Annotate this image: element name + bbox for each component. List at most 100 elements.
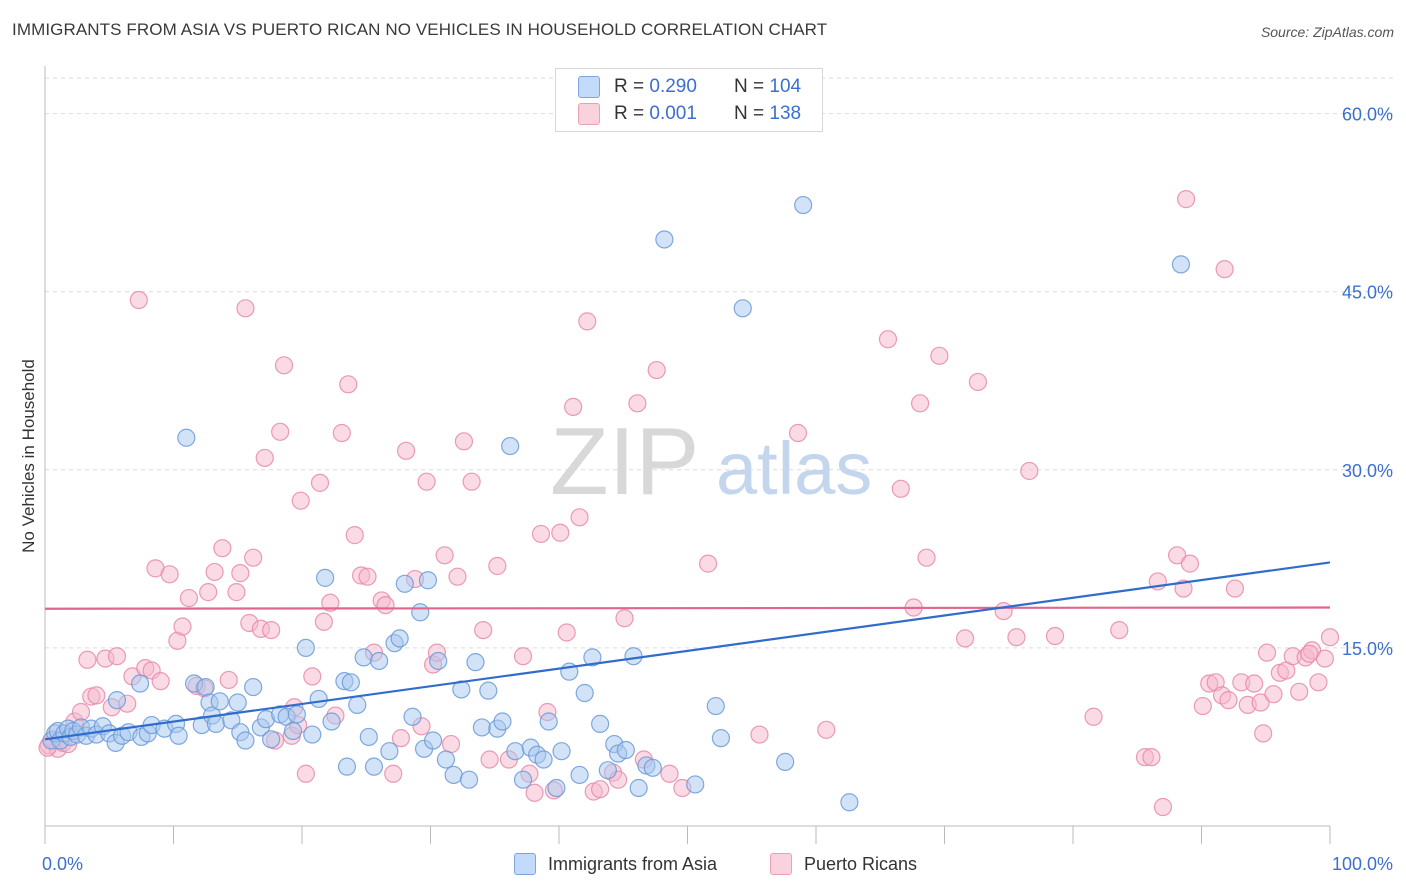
puerto-rican-point: [615, 609, 634, 628]
puerto-rican-point: [750, 725, 769, 744]
legend-n-label: N =: [734, 76, 765, 97]
trend-lines: [44, 561, 1331, 741]
asia-point: [616, 740, 635, 760]
asia-point: [583, 648, 602, 667]
puerto-rican-point: [788, 423, 808, 443]
puerto-rican-point: [151, 672, 170, 691]
asia-point: [534, 750, 553, 769]
asia-point: [341, 673, 360, 692]
asia-point: [501, 436, 520, 456]
puerto-rican-point: [358, 567, 377, 586]
puerto-rican-point: [435, 546, 454, 565]
watermark-zip: ZIP: [550, 408, 699, 515]
bottom-legend-label-asia: Immigrants from Asia: [548, 853, 718, 874]
y-tick-label: 60.0%: [1342, 105, 1393, 125]
puerto-rican-point: [1254, 724, 1273, 743]
legend-r-value-puerto-rican: 0.001: [649, 103, 697, 124]
x-tick-label: 100.0%: [1332, 854, 1393, 874]
asia-point: [711, 729, 731, 748]
puerto-rican-point: [570, 508, 589, 527]
legend-swatch-asia: [578, 76, 600, 98]
legend-n-value-asia: 104: [769, 76, 802, 97]
legend-n-label: N =: [734, 103, 765, 124]
puerto-rican-point: [391, 729, 411, 748]
asia-point: [283, 721, 303, 741]
chart-title: IMMIGRANTS FROM ASIA VS PUERTO RICAN NO …: [12, 20, 828, 39]
puerto-rican-point: [1193, 696, 1212, 716]
puerto-rican-point: [1315, 649, 1334, 668]
bottom-legend-swatch-asia: [514, 853, 536, 875]
puerto-rican-point: [878, 330, 898, 349]
asia-point: [348, 695, 367, 714]
puerto-rican-point: [647, 360, 666, 380]
puerto-rican-point: [817, 720, 836, 739]
asia-point: [130, 674, 150, 693]
puerto-rican-point: [332, 423, 351, 443]
puerto-rican-point: [910, 394, 930, 413]
puerto-rican-point: [557, 623, 576, 642]
puerto-rican-point: [448, 567, 467, 586]
puerto-rican-point: [262, 620, 281, 640]
asia-point: [539, 712, 558, 731]
legend-r-label: R =: [614, 76, 645, 97]
asia-point: [309, 689, 328, 709]
watermark: ZIP atlas: [550, 408, 872, 515]
asia-point: [776, 752, 795, 771]
puerto-rican-point: [71, 702, 91, 722]
puerto-rican-point: [1153, 797, 1173, 817]
puerto-rican-point: [968, 372, 988, 392]
asia-point: [287, 705, 306, 724]
asia-point: [262, 730, 281, 749]
asia-point: [733, 299, 752, 318]
y-tick-label: 15.0%: [1342, 639, 1393, 659]
puerto-rican-point: [339, 375, 358, 394]
asia-point: [436, 750, 456, 769]
asia-point: [547, 778, 566, 798]
puerto-rican-point: [244, 548, 263, 567]
asia-point: [359, 727, 378, 747]
puerto-rican-point: [314, 612, 333, 631]
puerto-rican-point: [199, 583, 218, 602]
asia-point: [598, 761, 617, 780]
asia-point: [706, 696, 725, 716]
puerto-rican-point: [205, 562, 224, 582]
puerto-rican-point: [376, 596, 395, 615]
puerto-rican-point: [660, 764, 679, 783]
legend-swatch-puerto-rican: [578, 103, 600, 125]
asia-point: [390, 629, 409, 648]
asia-point: [169, 726, 188, 745]
puerto-rican-point: [930, 346, 949, 365]
asia-point: [244, 677, 263, 697]
asia-point: [322, 712, 341, 731]
puerto-rican-point: [310, 473, 330, 492]
correlation-legend: R = 0.290 N = 104 R = 0.001 N = 138: [555, 68, 823, 132]
puerto-rican-point: [1257, 643, 1277, 662]
asia-point: [479, 681, 498, 700]
puerto-rican-point: [1290, 682, 1309, 701]
axes: [44, 66, 1331, 844]
puerto-rican-point: [591, 780, 610, 799]
puerto-rican-point: [1142, 748, 1161, 767]
asia-point: [629, 778, 648, 798]
puerto-rican-point: [1225, 579, 1245, 598]
asia-point: [591, 714, 610, 733]
puerto-rican-point: [1167, 546, 1187, 565]
asia-point: [794, 195, 813, 215]
puerto-rican-point: [698, 554, 718, 573]
asia-point: [177, 428, 196, 447]
puerto-rican-point: [955, 629, 975, 648]
asia-point: [423, 731, 443, 750]
asia-point: [196, 677, 215, 697]
puerto-rican-point: [531, 524, 551, 544]
bottom-legend-label-puerto-rican: Puerto Ricans: [804, 853, 918, 874]
legend-n-value-puerto-rican: 138: [769, 103, 802, 124]
asia-point: [403, 707, 422, 726]
puerto-rican-point: [1045, 626, 1065, 646]
asia-point: [513, 770, 533, 789]
asia-point: [459, 770, 479, 789]
asia-point: [575, 683, 594, 703]
asia-point: [296, 638, 315, 658]
puerto-rican-point: [384, 764, 403, 783]
asia-point: [236, 731, 255, 750]
asia-point: [380, 742, 399, 761]
